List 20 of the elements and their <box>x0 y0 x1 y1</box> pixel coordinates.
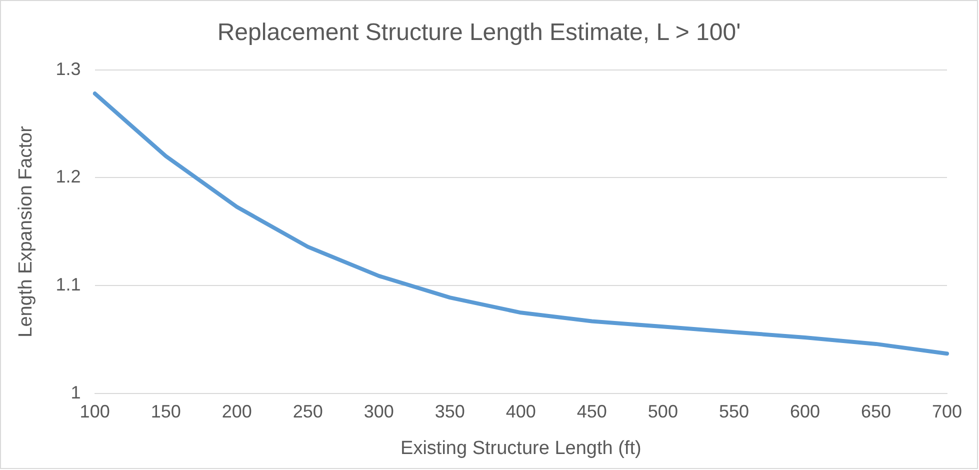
y-tick-label: 1.1 <box>56 274 81 295</box>
x-tick-label: 400 <box>506 401 536 422</box>
x-tick-label: 550 <box>718 401 749 422</box>
chart-title: Replacement Structure Length Estimate, L > 100' <box>217 19 741 46</box>
y-tick-label: 1 <box>70 382 81 403</box>
y-axis-title: Length Expansion Factor <box>16 125 37 338</box>
x-tick-label: 650 <box>860 401 892 422</box>
x-tick-label: 100 <box>80 401 110 422</box>
x-tick-label: 200 <box>222 401 252 422</box>
y-tick-label: 1.2 <box>56 166 81 187</box>
x-tick-label: 250 <box>292 401 323 422</box>
x-axis-title: Existing Structure Length (ft) <box>400 438 642 459</box>
x-tick-label: 450 <box>576 401 607 422</box>
x-tick-label: 700 <box>932 401 962 422</box>
x-tick-label: 300 <box>364 401 394 422</box>
x-tick-label: 500 <box>648 401 678 422</box>
y-tick-label: 1.3 <box>56 58 81 79</box>
x-tick-label: 600 <box>790 401 820 422</box>
x-tick-label: 350 <box>434 401 465 422</box>
x-tick-label: 150 <box>150 401 181 422</box>
